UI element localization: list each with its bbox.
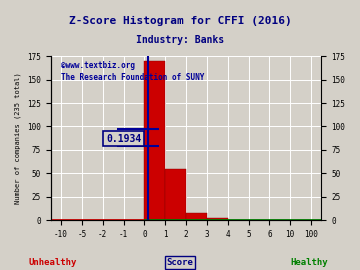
Bar <box>186 212 207 220</box>
Bar <box>144 61 165 220</box>
Bar <box>165 168 186 220</box>
Text: ©www.textbiz.org: ©www.textbiz.org <box>61 62 135 70</box>
Text: Score: Score <box>167 258 193 267</box>
Text: 0.1934: 0.1934 <box>106 134 141 144</box>
Text: The Research Foundation of SUNY: The Research Foundation of SUNY <box>61 73 204 82</box>
Text: Healthy: Healthy <box>290 258 328 267</box>
Bar <box>207 218 228 220</box>
Y-axis label: Number of companies (235 total): Number of companies (235 total) <box>15 72 22 204</box>
Text: Industry: Banks: Industry: Banks <box>136 35 224 45</box>
Text: Z-Score Histogram for CFFI (2016): Z-Score Histogram for CFFI (2016) <box>69 16 291 26</box>
Text: Unhealthy: Unhealthy <box>29 258 77 267</box>
